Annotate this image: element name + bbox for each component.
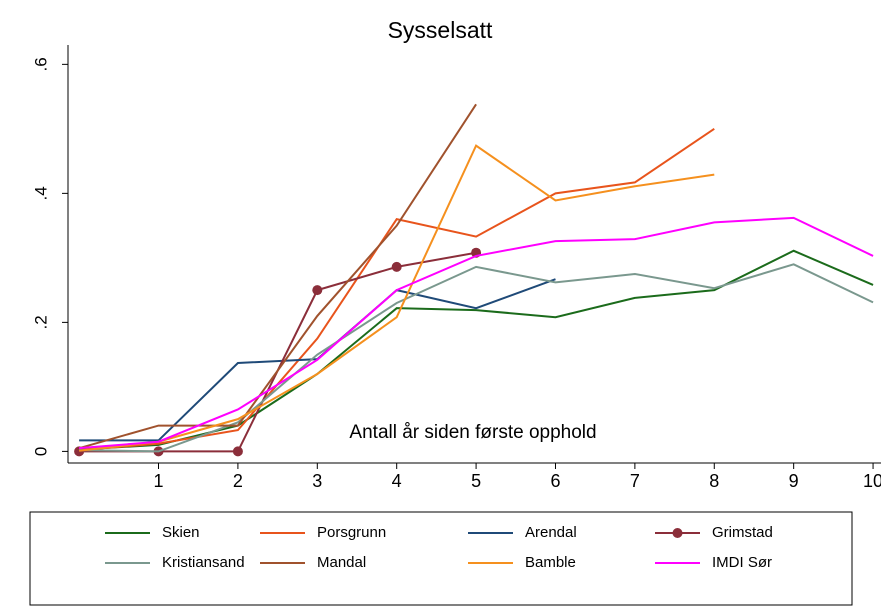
series-line — [78, 103, 477, 450]
legend-label: Grimstad — [712, 524, 773, 541]
x-tick-label: 2 — [233, 471, 243, 491]
legend-marker — [672, 528, 683, 538]
y-tick-label: .2 — [31, 315, 50, 329]
series-line — [79, 263, 874, 453]
x-tick-label: 7 — [630, 471, 640, 491]
legend-box — [29, 511, 853, 606]
series-line — [79, 216, 874, 450]
series-line — [79, 144, 715, 452]
x-tick-label: 10 — [863, 471, 881, 491]
x-tick-label: 9 — [789, 471, 799, 491]
legend-label: Arendal — [525, 524, 577, 541]
series-marker — [232, 446, 243, 457]
legend-label: Mandal — [317, 554, 366, 571]
series-marker — [391, 261, 402, 272]
y-tick-label: .6 — [31, 57, 50, 71]
series-marker — [312, 285, 323, 296]
x-tick-label: 5 — [471, 471, 481, 491]
x-tick-label: 1 — [154, 471, 164, 491]
legend-label: Kristiansand — [162, 554, 245, 571]
x-tick-label: 6 — [550, 471, 560, 491]
legend-label: IMDI Sør — [712, 554, 772, 571]
y-tick-label: .4 — [31, 186, 50, 200]
y-tick-label: 0 — [31, 447, 50, 456]
chart-title: Sysselsatt — [388, 17, 493, 43]
x-tick-label: 8 — [709, 471, 719, 491]
series-line — [79, 249, 874, 451]
x-tick-label: 4 — [392, 471, 402, 491]
series-line — [79, 128, 715, 452]
x-axis-label: Antall år siden første opphold — [349, 422, 596, 443]
legend-label: Skien — [162, 524, 200, 541]
x-tick-label: 3 — [312, 471, 322, 491]
legend-label: Bamble — [525, 554, 576, 571]
legend-label: Porsgrunn — [317, 524, 386, 541]
